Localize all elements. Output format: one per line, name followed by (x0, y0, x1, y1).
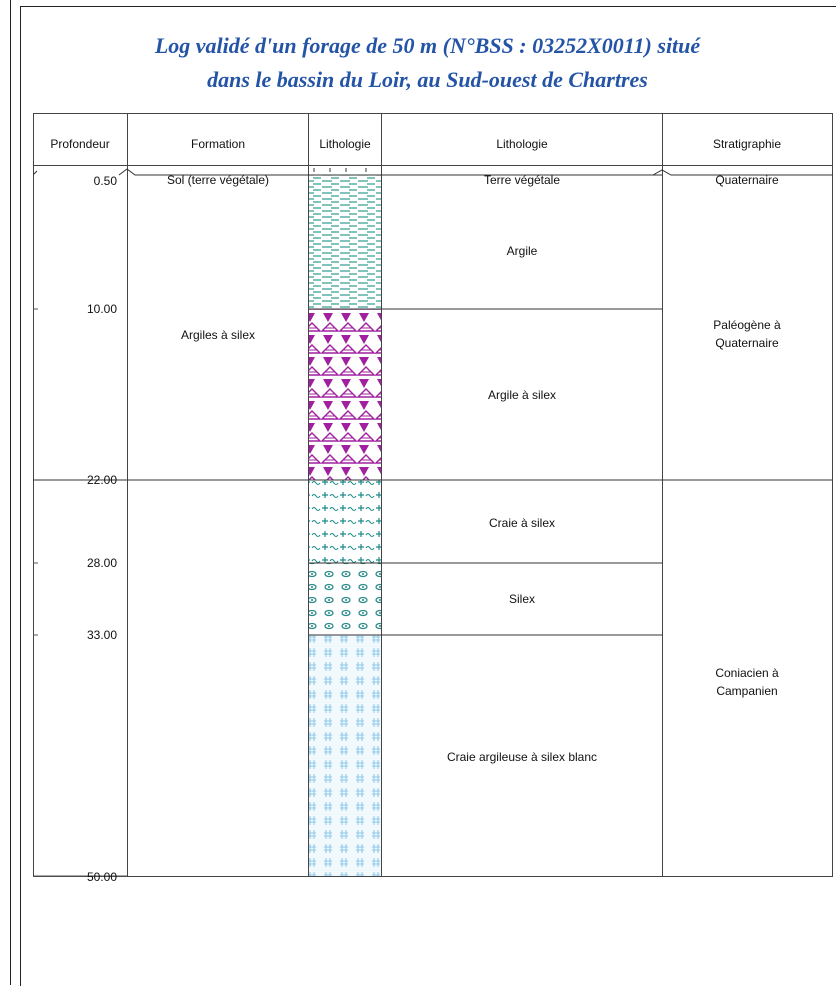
stratigraphy-label: Campanien (716, 684, 777, 698)
layer-soil-fill (309, 166, 381, 175)
formation-label: Sol (terre végétale) (167, 173, 269, 187)
soil-brackets (33, 168, 833, 176)
lithology-label: Craie argileuse à silex blanc (447, 750, 597, 764)
stratigraphy-label: Quaternaire (715, 173, 779, 187)
depth-ticks (33, 308, 127, 877)
stratigraphy-label: Coniacien à (715, 666, 779, 680)
layer-marly-chalk-fill (309, 635, 381, 876)
lithology-label: Craie à silex (489, 516, 555, 530)
formation-label: Argiles à silex (181, 328, 255, 342)
stratigraphy-label: Quaternaire (715, 336, 779, 350)
column-dividers (33, 113, 833, 876)
layer-flint-chalk-fill (309, 480, 381, 563)
page-frame (20, 6, 836, 986)
depth-label: 28.00 (87, 556, 117, 570)
borehole-log: Profondeur Formation Lithologie Litholog… (33, 113, 833, 884)
page-title-line2: dans le bassin du Loir, au Sud-ouest de … (207, 67, 648, 92)
lithology-column (309, 166, 381, 876)
depth-label: 10.00 (87, 302, 117, 316)
log-outer-border (33, 113, 833, 877)
page-title-line1: Log validé d'un forage de 50 m (N°BSS : … (154, 33, 701, 58)
lithology-label: Argile (507, 244, 538, 258)
lithology-label: Argile à silex (488, 388, 556, 402)
page-left-rule (10, 0, 11, 985)
lithology-label: Terre végétale (484, 173, 560, 187)
stratigraphy-label: Paléogène à (713, 318, 781, 332)
depth-label: 0.50 (94, 174, 118, 188)
header-lithology-pattern: Lithologie (319, 137, 371, 151)
lithology-label: Silex (509, 592, 535, 606)
layer-flint-clay-fill (309, 309, 381, 480)
layer-silex-fill (309, 563, 381, 635)
header-stratigraphy: Stratigraphie (713, 137, 781, 151)
depth-label: 22.00 (87, 473, 117, 487)
depth-label: 33.00 (87, 628, 117, 642)
layer-clay-fill (309, 175, 381, 309)
header-formation: Formation (191, 137, 245, 151)
depth-label: 50.00 (87, 870, 117, 884)
lithology-boundaries (33, 174, 833, 636)
header-depth: Profondeur (50, 137, 109, 151)
header-lithology: Lithologie (496, 137, 548, 151)
